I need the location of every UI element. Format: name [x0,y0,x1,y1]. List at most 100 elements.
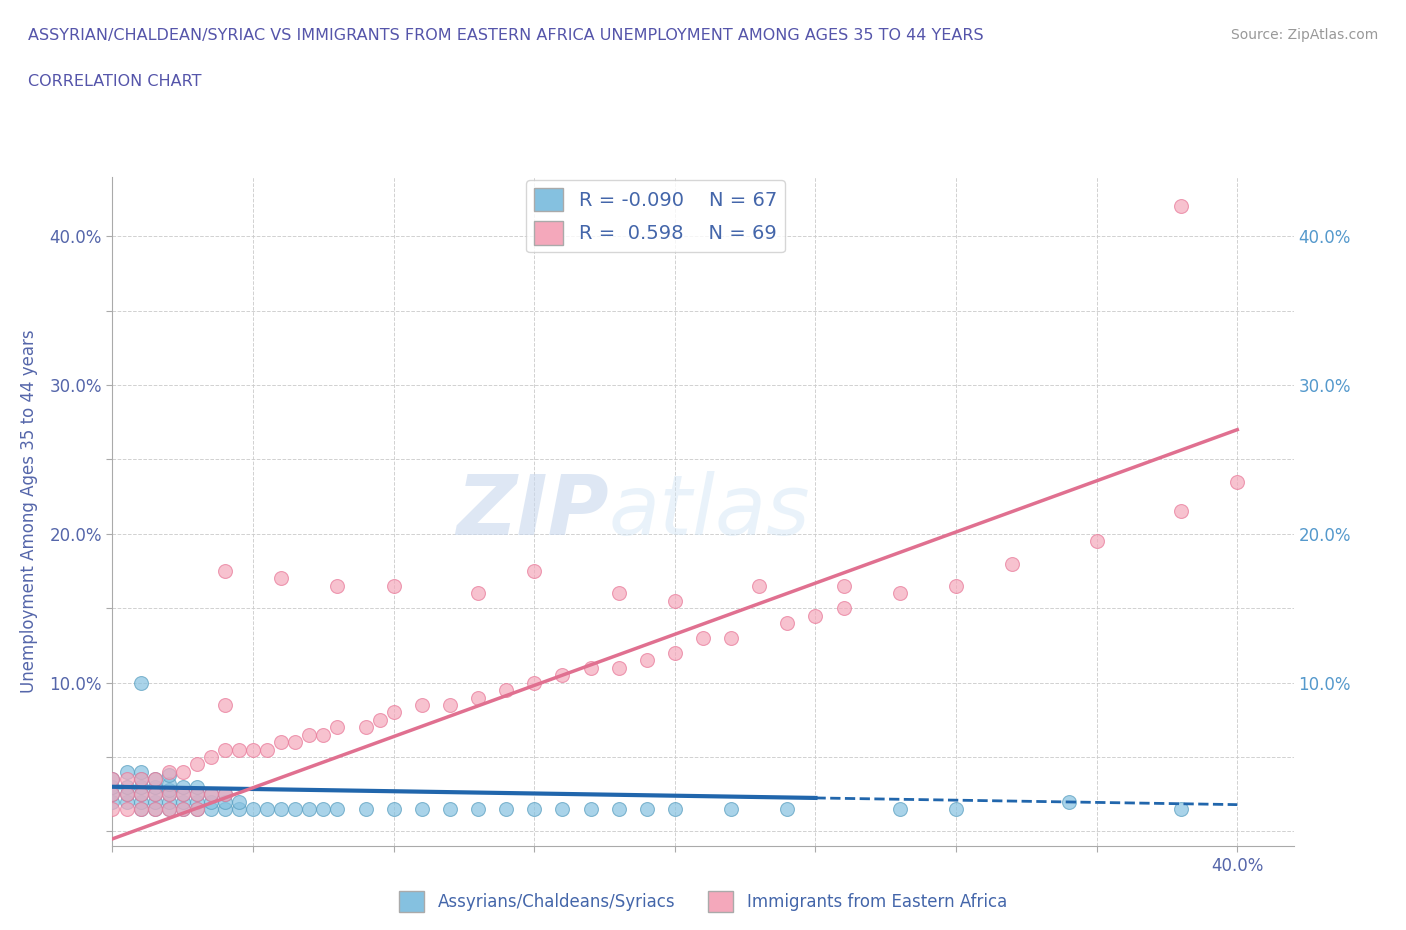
Point [129,779,152,794]
Point [1001,556,1024,571]
Point [636,653,658,668]
Point [115,794,138,809]
Point [945,578,967,593]
Point [579,660,602,675]
Point [495,683,517,698]
Point [143,787,166,802]
Point [129,772,152,787]
Point [228,802,250,817]
Point [129,802,152,817]
Point [298,802,321,817]
Point [115,787,138,802]
Point [354,802,377,817]
Y-axis label: Unemployment Among Ages 35 to 44 years: Unemployment Among Ages 35 to 44 years [21,330,38,693]
Point [101,802,124,817]
Point [832,578,855,593]
Point [115,779,138,794]
Point [439,802,461,817]
Point [832,601,855,616]
Point [270,735,292,750]
Point [101,772,124,787]
Point [157,794,180,809]
Point [172,779,194,794]
Point [214,787,236,802]
Point [172,787,194,802]
Point [143,794,166,809]
Point [115,764,138,779]
Point [186,794,208,809]
Legend: Assyrians/Chaldeans/Syriacs, Immigrants from Eastern Africa: Assyrians/Chaldeans/Syriacs, Immigrants … [392,884,1014,918]
Point [1170,802,1192,817]
Point [157,782,180,797]
Point [607,802,630,817]
Point [467,690,489,705]
Point [579,802,602,817]
Point [129,675,152,690]
Point [186,787,208,802]
Point [172,802,194,817]
Point [607,586,630,601]
Point [214,802,236,817]
Point [1170,504,1192,519]
Point [523,802,546,817]
Point [214,698,236,712]
Text: atlas: atlas [609,471,810,552]
Point [382,802,405,817]
Point [467,586,489,601]
Point [115,802,138,817]
Point [101,787,124,802]
Point [101,794,124,809]
Point [186,802,208,817]
Point [411,698,433,712]
Point [776,802,799,817]
Point [312,802,335,817]
Point [200,794,222,809]
Point [157,764,180,779]
Point [411,802,433,817]
Point [143,802,166,817]
Point [157,767,180,782]
Point [1170,199,1192,214]
Point [214,794,236,809]
Point [242,742,264,757]
Point [889,586,911,601]
Text: ZIP: ZIP [456,471,609,552]
Point [607,660,630,675]
Point [115,787,138,802]
Point [143,787,166,802]
Point [157,787,180,802]
Point [101,772,124,787]
Point [186,802,208,817]
Point [172,787,194,802]
Point [129,802,152,817]
Point [354,720,377,735]
Point [326,578,349,593]
Point [284,735,307,750]
Point [326,802,349,817]
Point [200,787,222,802]
Point [172,794,194,809]
Point [523,564,546,578]
Point [200,802,222,817]
Point [228,742,250,757]
Point [523,675,546,690]
Point [495,802,517,817]
Point [200,787,222,802]
Point [143,802,166,817]
Point [143,772,166,787]
Point [382,705,405,720]
Point [186,757,208,772]
Point [776,616,799,631]
Point [439,698,461,712]
Point [129,794,152,809]
Point [284,802,307,817]
Point [312,727,335,742]
Point [889,802,911,817]
Point [804,608,827,623]
Text: ASSYRIAN/CHALDEAN/SYRIAC VS IMMIGRANTS FROM EASTERN AFRICA UNEMPLOYMENT AMONG AG: ASSYRIAN/CHALDEAN/SYRIAC VS IMMIGRANTS F… [28,28,984,43]
Point [186,787,208,802]
Point [172,764,194,779]
Point [143,779,166,794]
Text: Source: ZipAtlas.com: Source: ZipAtlas.com [1230,28,1378,42]
Point [692,631,714,645]
